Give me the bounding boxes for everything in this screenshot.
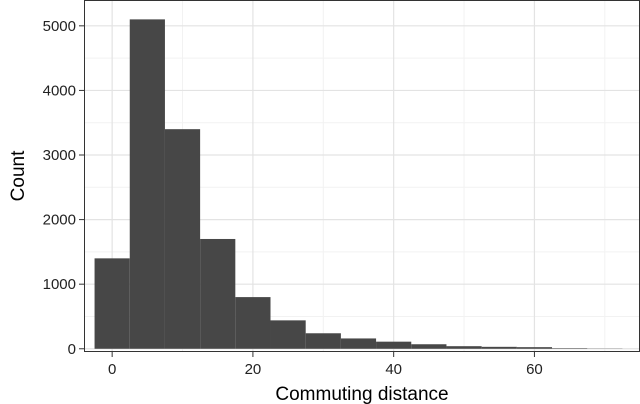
histogram-bar	[446, 346, 482, 349]
histogram-bar	[270, 320, 306, 349]
histogram-bar	[305, 333, 341, 349]
histogram-bar	[552, 348, 588, 349]
x-tick-label: 0	[108, 361, 116, 378]
x-tick-label: 60	[526, 361, 543, 378]
y-axis-ticks: 0 1000 2000 3000 4000 5000	[43, 18, 84, 358]
histogram-bar	[129, 19, 165, 349]
y-tick-label: 2000	[43, 212, 76, 229]
y-tick-label: 5000	[43, 18, 76, 35]
y-axis-title: Count	[8, 150, 29, 201]
x-axis-ticks: 0 20 40 60	[108, 352, 543, 378]
histogram-bar	[411, 344, 447, 349]
y-tick-label: 3000	[43, 147, 76, 164]
histogram-bars	[94, 19, 623, 349]
histogram-bar	[481, 346, 517, 349]
x-tick-label: 20	[245, 361, 262, 378]
histogram-bar	[340, 338, 377, 349]
y-tick-label: 1000	[43, 276, 76, 293]
histogram-bar	[235, 297, 271, 349]
x-axis-title: Commuting distance	[275, 384, 448, 404]
histogram-bar	[376, 341, 412, 349]
y-tick-label: 0	[68, 341, 76, 358]
histogram-bar	[94, 258, 130, 349]
x-tick-label: 40	[385, 361, 402, 378]
histogram-bar	[200, 238, 236, 349]
y-tick-label: 4000	[43, 82, 76, 99]
histogram-bar	[516, 347, 553, 349]
histogram-bar	[164, 129, 201, 349]
